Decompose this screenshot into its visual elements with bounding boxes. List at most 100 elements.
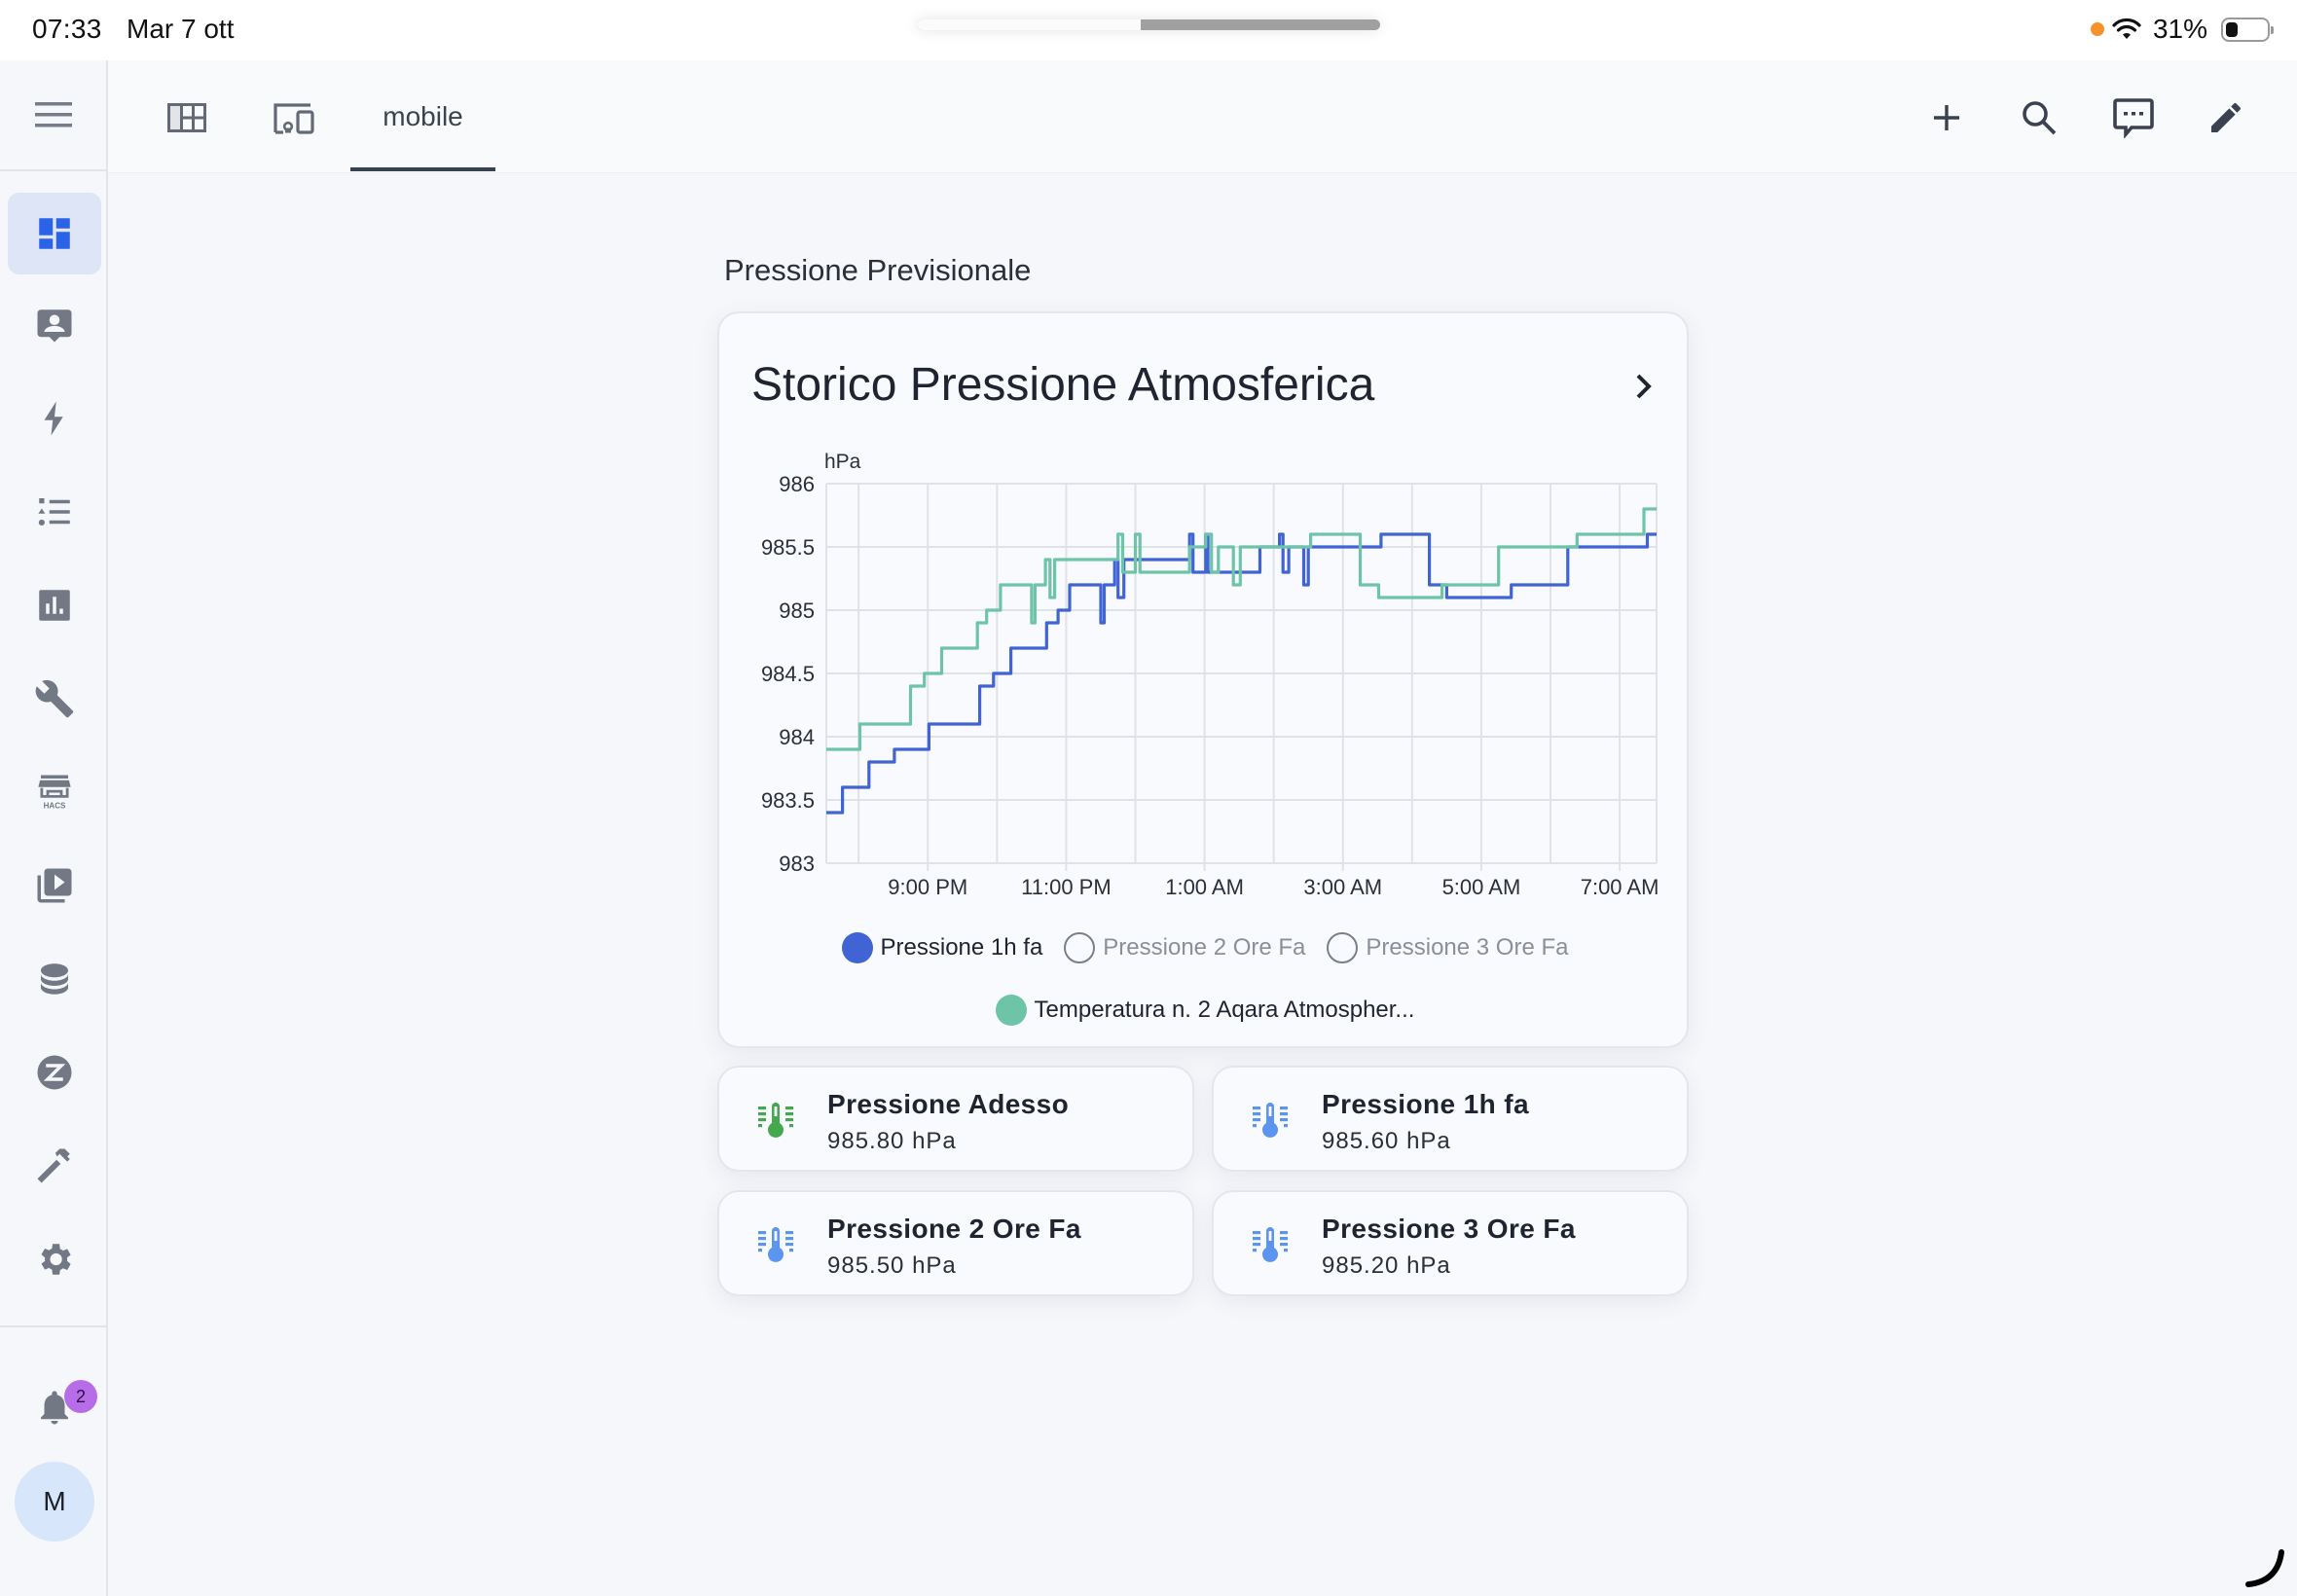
sidebar-item-overview[interactable] bbox=[8, 193, 101, 274]
user-avatar[interactable]: M bbox=[15, 1462, 94, 1542]
legend-dot bbox=[841, 932, 873, 963]
legend-item-aqara[interactable]: Temperatura n. 2 Aqara Atmospher... bbox=[995, 995, 1415, 1026]
status-time: 07:33 bbox=[32, 14, 102, 44]
sidebar-item-zwave[interactable] bbox=[8, 1032, 101, 1113]
edit-button[interactable] bbox=[2204, 95, 2248, 140]
svg-text:11:00 PM: 11:00 PM bbox=[1021, 875, 1112, 899]
svg-text:9:00 PM: 9:00 PM bbox=[888, 875, 967, 899]
assist-button[interactable] bbox=[2111, 95, 2156, 140]
battery-percent: 31% bbox=[2152, 14, 2207, 44]
entity-tile-pressione-1h-fa[interactable]: Pressione 1h fa 985.60 hPa bbox=[1212, 1066, 1689, 1172]
svg-text:983: 983 bbox=[779, 852, 815, 876]
status-bar: 07:33 Mar 7 ott 31% bbox=[0, 0, 2297, 60]
media-icon bbox=[37, 868, 72, 903]
svg-text:3:00 AM: 3:00 AM bbox=[1303, 875, 1382, 899]
legend-label: Pressione 2 Ore Fa bbox=[1103, 934, 1306, 961]
chart-legend: Pressione 1h fa Pressione 2 Ore Fa Press… bbox=[719, 932, 1691, 963]
entity-tile-pressione-2-ore-fa[interactable]: Pressione 2 Ore Fa 985.50 hPa bbox=[717, 1190, 1194, 1296]
wifi-icon bbox=[2112, 18, 2141, 39]
history-graph-card: Storico Pressione Atmosferica 983 983.5 98… bbox=[717, 311, 1689, 1048]
multitasking-indicator[interactable] bbox=[917, 19, 1380, 30]
active-tab-indicator bbox=[350, 167, 495, 171]
sidebar-item-energy[interactable] bbox=[8, 378, 101, 459]
privacy-dot-icon bbox=[2090, 22, 2104, 36]
pressure-history-chart[interactable]: 983 983.5 984 984.5 985 985.5 986 9:00 PM 11:00 … bbox=[719, 313, 1691, 936]
thermometer-lines-icon bbox=[1253, 1103, 1288, 1138]
thermometer-lines-icon bbox=[758, 1103, 793, 1138]
view-tab-mobile[interactable]: mobile bbox=[350, 60, 495, 173]
chart-legend-row-2: Temperatura n. 2 Aqara Atmospher... bbox=[719, 995, 1691, 1026]
menu-button[interactable] bbox=[0, 60, 106, 171]
plus-icon bbox=[1934, 105, 1959, 130]
svg-text:984: 984 bbox=[779, 725, 815, 749]
assist-chat-icon bbox=[2113, 98, 2154, 138]
legend-dot-hidden bbox=[1064, 932, 1096, 963]
more-info-button[interactable] bbox=[1620, 362, 1668, 411]
sidebar-divider bbox=[0, 1325, 106, 1327]
card-title[interactable]: Storico Pressione Atmosferica bbox=[751, 359, 1375, 411]
section-title: Pressione Previsionale bbox=[724, 253, 1032, 287]
tile-value: 985.80 hPa bbox=[827, 1128, 957, 1154]
chevron-right-icon bbox=[1636, 374, 1652, 399]
thermometer-lines-icon bbox=[1253, 1227, 1288, 1262]
svg-text:986: 986 bbox=[779, 472, 815, 496]
sidebar-item-logbook[interactable] bbox=[8, 471, 101, 553]
devices-icon bbox=[273, 103, 314, 134]
notifications-button[interactable]: 2 bbox=[8, 1366, 101, 1448]
list-icon bbox=[38, 498, 70, 526]
legend-dot bbox=[995, 995, 1027, 1026]
tile-name: Pressione 3 Ore Fa bbox=[1322, 1214, 1576, 1244]
status-indicators: 31% bbox=[2090, 14, 2274, 45]
sidebar: HACS 2 M bbox=[0, 60, 108, 1596]
svg-text:985.5: 985.5 bbox=[761, 535, 815, 560]
status-date: Mar 7 ott bbox=[127, 14, 235, 44]
notification-badge: 2 bbox=[64, 1380, 97, 1413]
tile-value: 985.60 hPa bbox=[1322, 1128, 1451, 1154]
hammer-icon bbox=[37, 1148, 70, 1183]
legend-label: Temperatura n. 2 Aqara Atmospher... bbox=[1034, 997, 1415, 1023]
svg-text:985: 985 bbox=[779, 598, 815, 623]
svg-text:hPa: hPa bbox=[824, 451, 861, 473]
lightning-icon bbox=[44, 401, 63, 436]
view-tab-dashboard[interactable] bbox=[164, 95, 209, 140]
svg-text:HACS: HACS bbox=[44, 802, 66, 811]
account-box-icon bbox=[37, 309, 72, 343]
scroll-corner-indicator bbox=[2245, 1549, 2284, 1587]
legend-dot-hidden bbox=[1327, 932, 1359, 963]
sidebar-item-tools[interactable] bbox=[8, 658, 101, 740]
sidebar-item-settings[interactable] bbox=[8, 1218, 101, 1300]
tile-name: Pressione 1h fa bbox=[1322, 1089, 1529, 1119]
svg-text:984.5: 984.5 bbox=[761, 662, 815, 686]
legend-item-pressione-3h[interactable]: Pressione 3 Ore Fa bbox=[1327, 932, 1568, 963]
hacs-icon: HACS bbox=[38, 775, 71, 811]
sidebar-item-database[interactable] bbox=[8, 938, 101, 1020]
tile-name: Pressione 2 Ore Fa bbox=[827, 1214, 1081, 1244]
battery-icon bbox=[2221, 17, 2274, 42]
sidebar-item-hacs[interactable]: HACS bbox=[8, 751, 101, 833]
sidebar-item-media[interactable] bbox=[8, 845, 101, 926]
zwave-icon bbox=[37, 1055, 72, 1090]
add-button[interactable] bbox=[1924, 95, 1969, 140]
view-dashboard-outline-icon bbox=[167, 103, 206, 132]
dashboard-icon bbox=[39, 218, 70, 249]
gear-icon bbox=[41, 1244, 71, 1275]
view-tab-mobile-label: mobile bbox=[383, 101, 463, 131]
sidebar-item-developer-tools[interactable] bbox=[8, 1125, 101, 1207]
legend-item-pressione-2h[interactable]: Pressione 2 Ore Fa bbox=[1064, 932, 1305, 963]
search-icon bbox=[2023, 101, 2057, 135]
sidebar-item-history[interactable] bbox=[8, 564, 101, 646]
svg-text:1:00 AM: 1:00 AM bbox=[1165, 875, 1244, 899]
entity-tile-pressione-3-ore-fa[interactable]: Pressione 3 Ore Fa 985.20 hPa bbox=[1212, 1190, 1689, 1296]
sidebar-item-map-person[interactable] bbox=[8, 284, 101, 366]
tile-value: 985.20 hPa bbox=[1322, 1252, 1451, 1279]
view-tab-devices[interactable] bbox=[273, 95, 317, 140]
svg-text:7:00 AM: 7:00 AM bbox=[1581, 875, 1659, 899]
legend-label: Pressione 1h fa bbox=[880, 934, 1043, 961]
chart-box-icon bbox=[39, 590, 70, 621]
legend-item-pressione-1h[interactable]: Pressione 1h fa bbox=[841, 932, 1043, 963]
wrench-icon bbox=[35, 679, 74, 718]
thermometer-lines-icon bbox=[758, 1227, 793, 1262]
entity-tile-pressione-adesso[interactable]: Pressione Adesso 985.80 hPa bbox=[717, 1066, 1194, 1172]
search-button[interactable] bbox=[2017, 95, 2061, 140]
tile-name: Pressione Adesso bbox=[827, 1089, 1070, 1119]
